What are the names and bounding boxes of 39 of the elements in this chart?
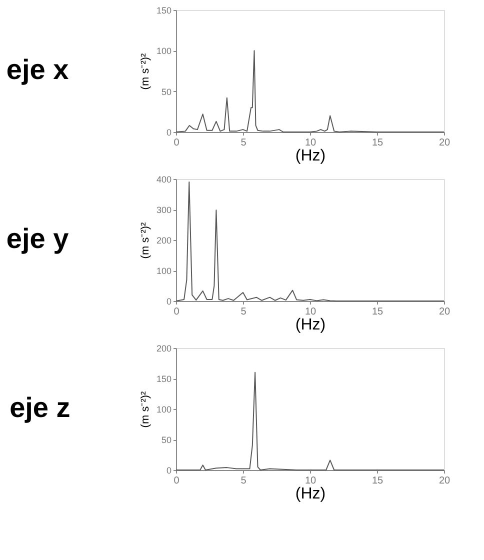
x-tick-label: 15 [372, 476, 384, 486]
x-axis-title: (Hz) [295, 486, 326, 502]
x-tick-label: 5 [240, 476, 247, 486]
x-tick-label: 0 [174, 476, 180, 486]
x-tick-label: 10 [304, 138, 316, 148]
y-tick-label: 100 [156, 266, 172, 276]
y-tick-label: 150 [156, 374, 172, 384]
y-tick-label: 50 [161, 435, 172, 445]
x-tick-label: 15 [372, 306, 384, 318]
x-tick-label: 0 [174, 306, 180, 318]
text: eje z [10, 392, 70, 423]
line-series [176, 182, 444, 302]
x-tick-label: 20 [438, 306, 450, 318]
y-tick-label: 100 [156, 46, 172, 56]
x-tick-label: 15 [372, 138, 384, 148]
y-tick-label: 50 [161, 86, 172, 97]
y-tick-label: 0 [166, 466, 172, 476]
text: eje y [6, 223, 70, 254]
y-axis-title: (m s⁻²)² [139, 52, 152, 90]
y-axis-title: (m s⁻²)² [139, 390, 152, 428]
x-tick-label: 20 [438, 138, 450, 148]
x-tick-label: 5 [240, 138, 247, 148]
x-axis-title: (Hz) [295, 316, 326, 334]
y-tick-label: 200 [156, 344, 172, 354]
x-tick-label: 0 [174, 138, 180, 148]
y-tick-label: 0 [166, 296, 172, 306]
x-tick-label: 20 [438, 476, 450, 486]
y-tick-label: 400 [156, 174, 172, 184]
y-tick-label: 150 [156, 6, 172, 16]
x-tick-label: 5 [240, 306, 247, 318]
x-tick-label: 10 [304, 476, 316, 486]
text: eje x [6, 54, 70, 85]
y-tick-label: 200 [156, 236, 172, 246]
x-tick-label: 10 [304, 306, 316, 318]
x-axis-title: (Hz) [295, 148, 326, 164]
y-tick-label: 100 [156, 404, 172, 414]
y-tick-label: 0 [166, 128, 172, 138]
y-tick-label: 300 [156, 205, 172, 215]
y-axis-title: (m s⁻²)² [139, 222, 152, 259]
